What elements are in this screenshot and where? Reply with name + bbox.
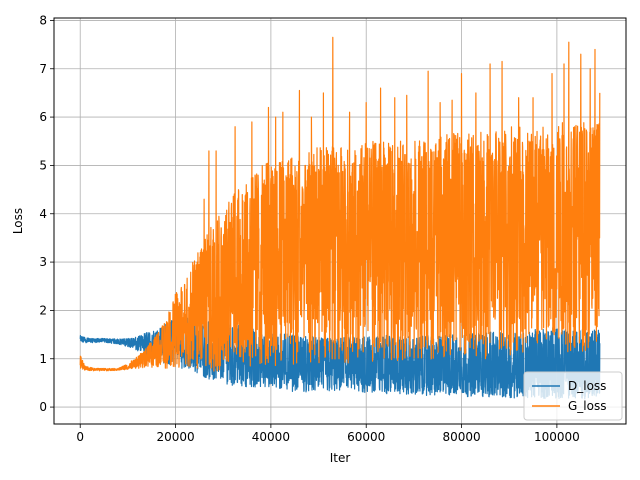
y-tick-label: 8: [39, 13, 47, 27]
y-axis-label: Loss: [11, 208, 25, 234]
x-tick-label: 100000: [534, 430, 580, 444]
x-tick-label: 0: [76, 430, 84, 444]
x-tick-label: 60000: [347, 430, 385, 444]
legend-label-g-loss: G_loss: [568, 399, 606, 413]
y-tick-label: 3: [39, 255, 47, 269]
plot-area: [79, 36, 601, 400]
x-axis-label: Iter: [330, 451, 351, 465]
y-tick-label: 1: [39, 352, 47, 366]
x-tick-label: 20000: [156, 430, 194, 444]
y-tick-label: 5: [39, 158, 47, 172]
axes: [53, 17, 627, 425]
y-tick-label: 0: [39, 400, 47, 414]
axes-frame: [53, 17, 627, 425]
x-tick-label: 40000: [252, 430, 290, 444]
legend-label-d-loss: D_loss: [568, 379, 606, 393]
ticks: 0 20000 40000 60000 80000 100000 0 1 2 3 4 5 6 7 8: [39, 13, 579, 444]
legend-box: [523, 371, 623, 421]
y-tick-label: 7: [39, 62, 47, 76]
x-tick-label: 80000: [442, 430, 480, 444]
y-tick-label: 2: [39, 303, 47, 317]
legend: D_loss G_loss: [523, 371, 623, 421]
series-line-g-loss: [79, 36, 601, 372]
y-tick-label: 6: [39, 110, 47, 124]
y-tick-label: 4: [39, 207, 47, 221]
